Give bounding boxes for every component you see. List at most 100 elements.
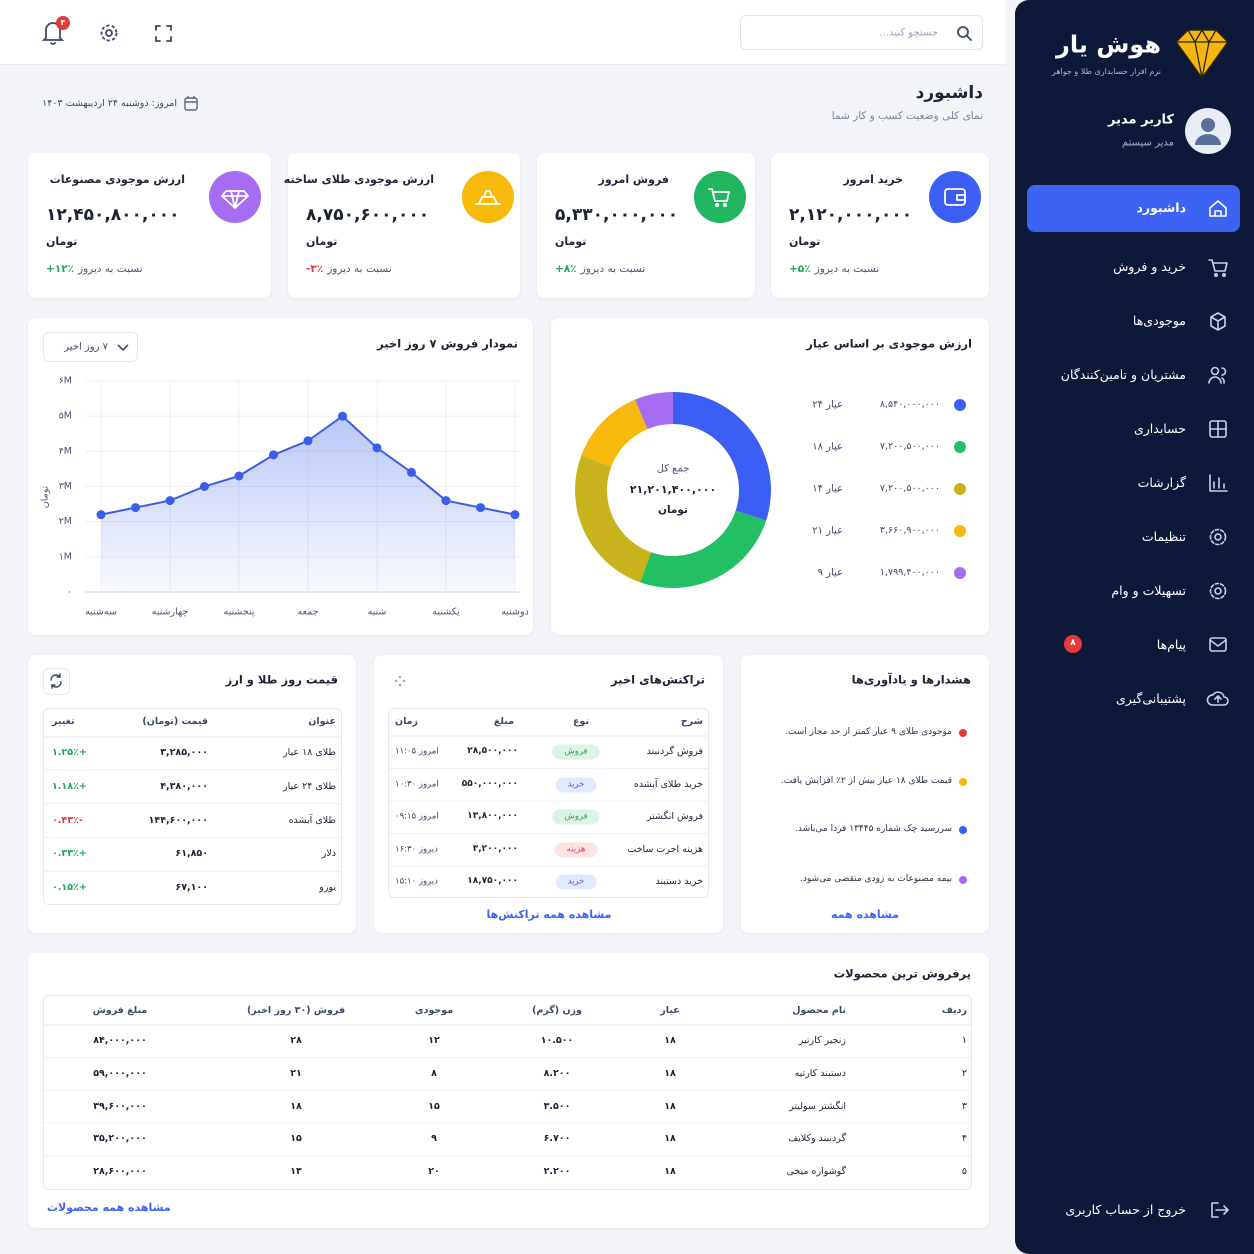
table-cell: ۲۸,۶۰۰,۰۰۰ [93, 1166, 147, 1178]
range-dropdown[interactable] [43, 332, 138, 362]
refresh-button[interactable] [43, 668, 70, 695]
table-cell: طلای آبشده [288, 814, 336, 826]
transaction-description: خرید طلای آبشده [633, 778, 703, 790]
menu-item[interactable]: خرید و فروش [1113, 258, 1186, 274]
point [200, 482, 209, 491]
products-table [43, 995, 972, 1190]
menu-item[interactable]: مشتریان و تامین‌کنندگان [1060, 366, 1186, 382]
menu-item[interactable]: پیام‌ها [1156, 636, 1186, 652]
change-value: +۸٪ [555, 263, 577, 276]
stat-value: ۱۲,۴۵۰,۸۰۰,۰۰۰ [46, 204, 180, 225]
donut-unit: تومان [658, 504, 688, 517]
settings-icon[interactable] [100, 24, 118, 42]
table-cell: ۲ [961, 1067, 967, 1079]
x-tick-label: چهارشنبه [152, 607, 189, 618]
menu-item[interactable]: تنظیمات [1141, 528, 1186, 544]
legend-dot [954, 399, 966, 411]
search-icon[interactable] [957, 26, 972, 41]
menu-item[interactable]: داشبورد [1136, 199, 1186, 215]
table-cell: ۹ [431, 1133, 437, 1145]
stat-change: +۱۲٪ نسبت به دیروز [46, 263, 143, 277]
view-all-link[interactable]: مشاهده همه [830, 907, 900, 921]
column-header: قیمت (تومان) [142, 715, 208, 727]
brand-name: هوش یار [1056, 30, 1161, 59]
point [96, 510, 106, 520]
menu-item[interactable]: پشتیبانی‌گیری [1115, 690, 1186, 706]
transaction-description: خرید دستبند [655, 875, 703, 887]
point [407, 467, 416, 477]
legend-value: ۱,۷۹۹,۴۰۰,۰۰۰ [879, 566, 940, 578]
donut-center-label: جمع کل [656, 463, 690, 475]
x-tick-label: جمعه [297, 607, 318, 618]
legend-label: عیار ۹ [817, 567, 843, 579]
logout[interactable]: خروج از حساب کاربری [1065, 1201, 1186, 1217]
legend-value: ۸,۵۴۰,۰۰۰,۰۰۰ [879, 398, 940, 410]
settings-small-icon [394, 675, 406, 687]
table-cell: ۲۱ [290, 1067, 302, 1079]
transactions-table [388, 708, 709, 898]
transaction-amount: ۳,۲۰۰,۰۰۰ [472, 843, 518, 854]
table-cell: ۳.۵۰۰ [543, 1100, 571, 1112]
y-axis-label: تومان [40, 485, 51, 508]
menu-icons [1206, 200, 1229, 1218]
table-cell: ۶۱,۸۵۰ [175, 848, 208, 860]
view-all-link[interactable]: مشاهده همه تراکنش‌ها [486, 907, 612, 921]
gold-price-panel [28, 655, 356, 933]
calendar-icon [184, 96, 198, 111]
view-all-link[interactable]: مشاهده همه محصولات [47, 1200, 171, 1214]
table-cell: ۵ [961, 1166, 967, 1178]
y-tick-label: ۶M [59, 376, 72, 387]
alert-text: سررسید چک شماره ۱۳۴۴۵ فردا می‌باشد. [795, 824, 952, 835]
table-cell: ۱۸ [664, 1166, 676, 1178]
menu-item[interactable]: تسهیلات و وام [1111, 582, 1186, 598]
notification-dot [56, 16, 70, 30]
active-menu-item[interactable] [1027, 185, 1240, 232]
alert-dot [959, 778, 967, 786]
column-header: مبلغ [493, 715, 515, 727]
stat-change: +۸٪ نسبت به دیروز [555, 263, 645, 277]
column-header: موجودی [414, 1004, 454, 1016]
table-cell: ۲۰ [428, 1166, 440, 1178]
point [131, 503, 140, 513]
table-cell: زنجیر کارتیر [798, 1034, 846, 1046]
stat-icons [221, 188, 966, 209]
donut-total: ۲۱,۲۰۱,۴۰۰,۰۰۰ [629, 482, 717, 496]
menu-item[interactable]: گزارشات [1137, 474, 1186, 490]
transaction-time: دیروز ۱۵:۱۰ [395, 876, 438, 887]
alert-dot [959, 729, 967, 737]
user-name: کاربر مدیر [1108, 112, 1174, 128]
chart-title: نمودار فروش ۷ روز اخیر [377, 336, 518, 351]
stat-unit: تومان [555, 234, 587, 248]
table-cell: انگشتر سولیتر [789, 1100, 846, 1112]
x-tick-label: پنجشنبه [224, 607, 255, 618]
menu-item[interactable]: موجودی‌ها [1132, 312, 1186, 328]
legend-dot [954, 441, 966, 453]
stat-title: فروش امروز [598, 172, 670, 186]
user-role: مدیر سیستم [1121, 137, 1174, 149]
column-header: شرح [680, 715, 703, 727]
menu-item[interactable]: حسابداری [1133, 420, 1186, 436]
stat-value: ۵,۳۳۰,۰۰۰,۰۰۰ [555, 204, 679, 225]
transaction-description: فروش گردنبند [646, 745, 703, 757]
point [165, 496, 175, 506]
stat-change: -۳٪ نسبت به دیروز [306, 263, 392, 277]
table-cell: یورو [319, 882, 336, 894]
search-box[interactable] [740, 15, 983, 50]
transaction-time: امروز ۱۱:۰۵ [395, 746, 439, 757]
table-cell: دلار [321, 848, 336, 860]
table-cell: ۴,۳۸۰,۰۰۰ [160, 780, 208, 792]
table-cell: ۱۸ [664, 1034, 676, 1046]
table-cell: ۱۴۴,۶۰۰,۰۰۰ [148, 814, 208, 826]
stat-title: خرید امروز [843, 172, 903, 186]
alert-dot [959, 826, 967, 834]
change-value: +۱۲٪ [46, 263, 75, 276]
stat-value: ۲,۱۲۰,۰۰۰,۰۰۰ [789, 204, 913, 225]
fullscreen-icon[interactable] [155, 25, 172, 42]
range-selector[interactable]: ۷ روز اخیر [64, 341, 108, 353]
area [101, 416, 515, 592]
donut-segment [640, 510, 767, 588]
table-cell: ۱۲ [428, 1034, 440, 1046]
table-cell: ۶.۷۰۰ [543, 1133, 571, 1145]
transaction-time: امروز ۰۹:۱۵ [395, 811, 439, 822]
